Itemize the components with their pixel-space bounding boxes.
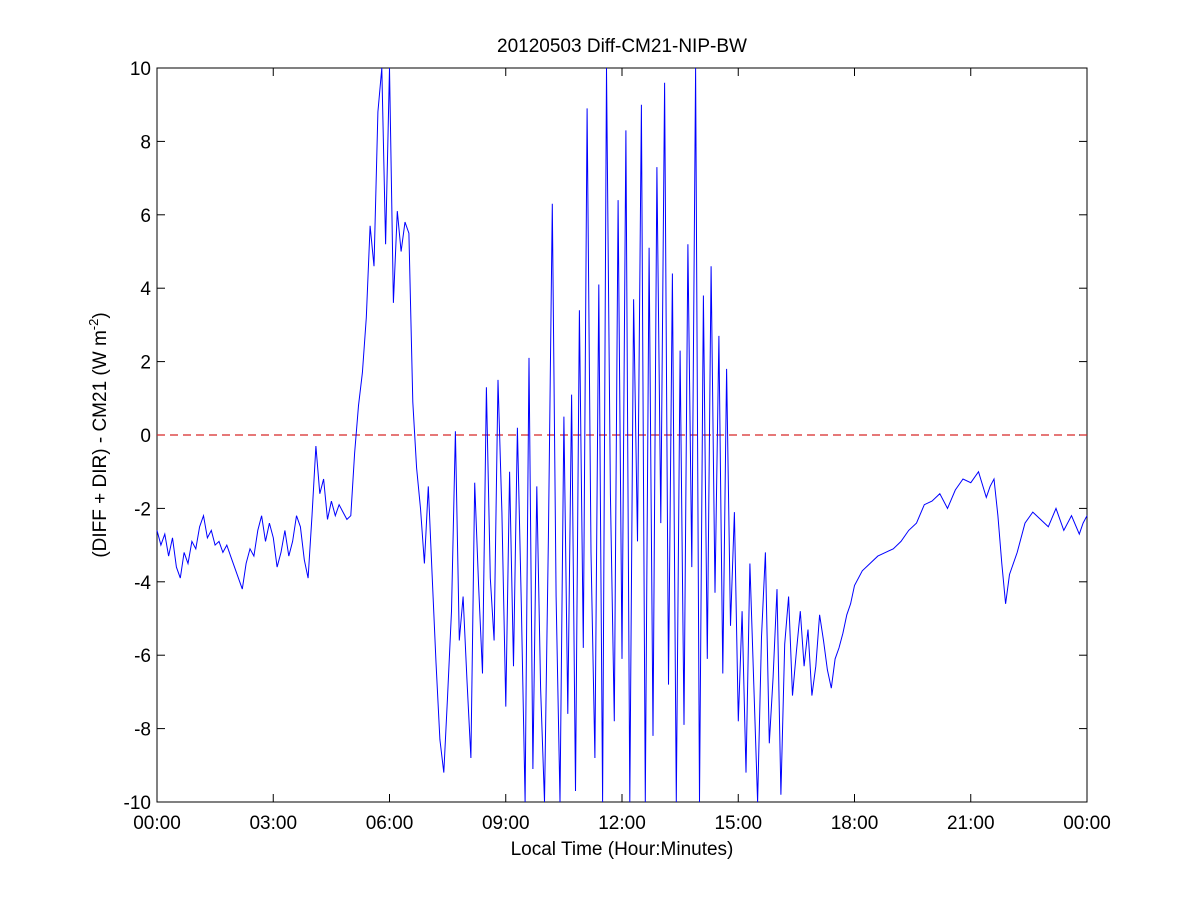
y-tick-label: -10: [124, 793, 151, 814]
x-tick-label: 03:00: [249, 813, 297, 834]
chart-title: 20120503 Diff-CM21-NIP-BW: [497, 36, 747, 57]
y-axis-title-main: (DIFF + DIR) - CM21 (W m: [90, 330, 111, 557]
y-axis-title-superscript: -2: [86, 319, 101, 331]
x-tick-label: 00:00: [1063, 813, 1111, 834]
y-tick-label: 2: [140, 353, 151, 374]
series-line: [156, 67, 1088, 803]
y-tick-label: -4: [134, 573, 151, 594]
y-tick-label: 8: [140, 132, 151, 153]
y-tick-label: 0: [140, 426, 151, 447]
x-tick-label: 09:00: [482, 813, 530, 834]
plot-frame: [156, 67, 1088, 803]
y-tick-label: -8: [134, 720, 151, 741]
y-tick-label: 4: [140, 279, 151, 300]
y-tick-label: -2: [134, 499, 151, 520]
x-tick-label: 12:00: [598, 813, 646, 834]
x-tick-label: 18:00: [831, 813, 879, 834]
x-tick-label: 15:00: [714, 813, 762, 834]
y-axis-title: (DIFF + DIR) - CM21 (W m-2): [86, 312, 111, 557]
x-tick-label: 21:00: [947, 813, 995, 834]
x-axis-title: Local Time (Hour:Minutes): [511, 839, 734, 860]
y-tick-label: 6: [140, 206, 151, 227]
x-axis-ticks: 00:00 03:00 06:00 09:00 12:00 15:00 18:00 21:00…: [133, 68, 1111, 834]
x-tick-label: 00:00: [133, 813, 181, 834]
y-tick-label: 10: [130, 59, 151, 80]
y-axis-title-close: ): [90, 312, 111, 318]
x-tick-label: 06:00: [366, 813, 414, 834]
y-axis-ticks: -10 -8 -6 -4 -2 0 2 4 6 8 10: [124, 59, 1087, 814]
y-tick-label: -6: [134, 646, 151, 667]
plot-area: -10 -8 -6 -4 -2 0 2 4 6 8 10 00:00 03:00 06:00 09:00 1…: [124, 59, 1111, 834]
